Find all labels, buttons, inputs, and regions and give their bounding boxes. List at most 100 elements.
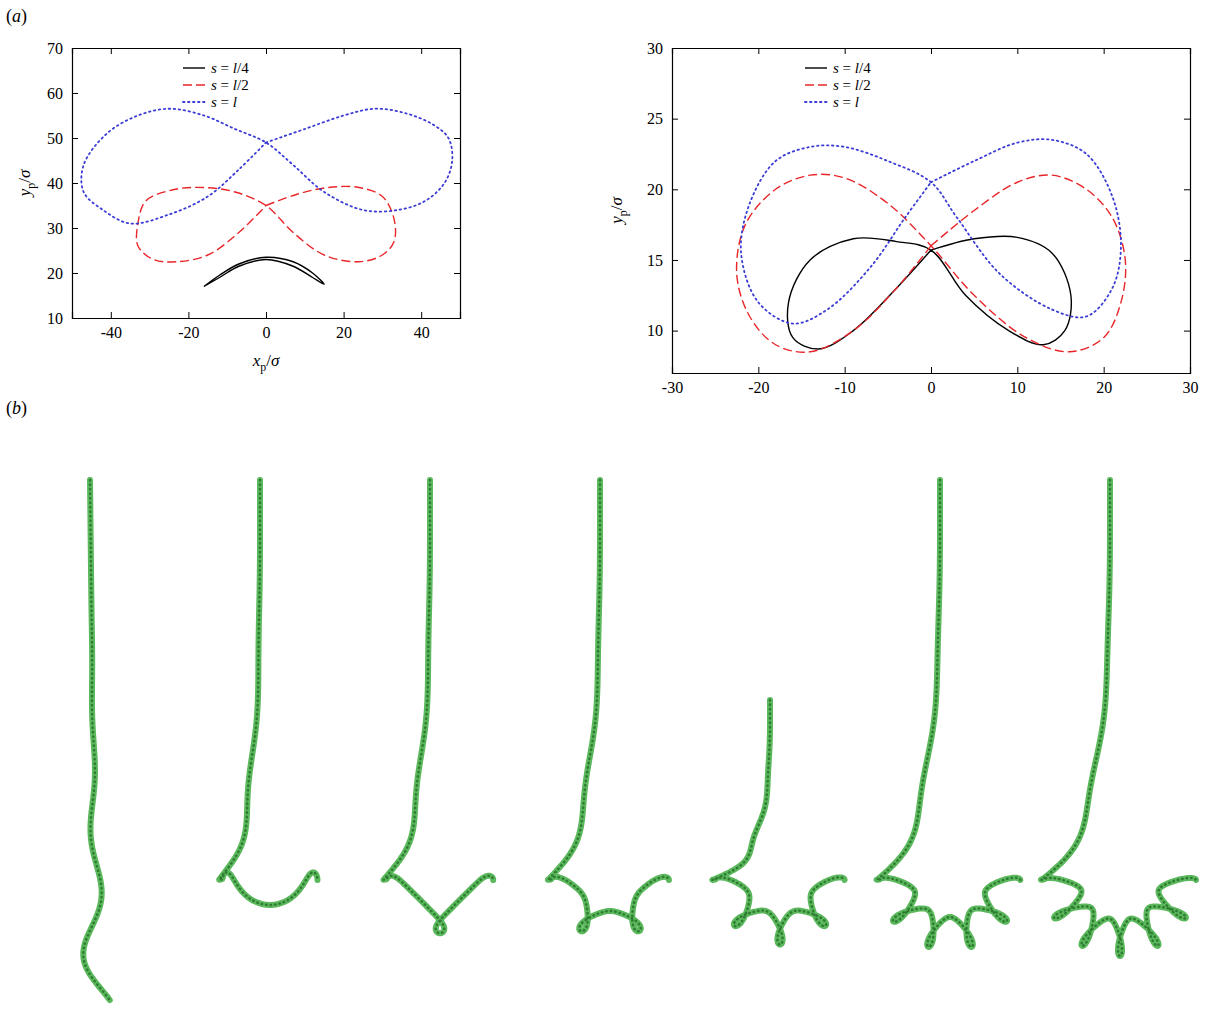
text-part: σ [15,169,34,178]
tick: 70 [47,40,78,57]
tick-mark [72,93,78,94]
tick-mark [1184,48,1190,49]
text-part: ) [21,398,27,419]
tick-mark [1184,260,1190,261]
text-part: = [221,77,229,93]
tick: 10 [47,310,78,327]
tick-mark [1184,331,1190,332]
panel-label: (a) [6,6,27,27]
tick [454,273,460,274]
tick-mark [111,48,112,54]
tick: 10 [647,322,678,339]
legend-label: s = l/2 [211,77,249,93]
tick [1184,189,1190,190]
legend-swatch [183,84,205,85]
axis-line [73,49,79,319]
text-part: = [221,60,229,76]
tick [111,48,112,54]
tick-mark [454,138,460,139]
filament-beads [219,480,317,905]
axis-title: yp/σ [607,197,630,226]
text-part: y [15,188,34,198]
axis-x-top [73,48,461,54]
tick-mark [1104,367,1105,373]
tick: 30 [47,220,78,237]
tick [1184,48,1190,49]
tick-mark [845,48,846,54]
figure: (a)(b)-40-200204010203040506070s = l/4s … [0,0,1219,1016]
tick: 30 [647,40,678,57]
legend-swatch [805,101,827,103]
tick-mark [1104,48,1105,54]
legend-label: s = l [833,94,859,110]
tick-mark [1017,367,1018,373]
text-part: ) [21,6,27,27]
axis-line [454,49,461,319]
text-part: = [221,94,229,110]
legend-label: s = l/4 [833,60,871,76]
tick-label: -20 [178,324,199,341]
axis-line [73,49,461,55]
tick-mark [672,48,678,49]
tick [1017,48,1018,54]
axis-y-left: 10 15 20 25 30 [647,40,678,374]
trajectory [204,257,324,286]
tick: 60 [47,85,78,102]
tick: 40 [47,175,78,192]
tick-mark [72,318,78,319]
tick-mark [454,273,460,274]
axis-line [673,367,1191,374]
filament [83,480,109,1000]
tick [931,48,932,54]
tick-mark [931,48,932,54]
text-part: l [855,94,859,110]
tick-mark [344,312,345,318]
tick: 10 [1010,367,1026,396]
tick-label: 20 [647,181,663,198]
tick-mark [672,331,678,332]
panel-label: (b) [6,398,27,419]
tick: 20 [647,181,678,198]
tick-label: 40 [47,175,63,192]
tick: 20 [336,312,352,341]
tick [188,48,189,54]
tick-label: 15 [647,252,663,269]
filament-beads [712,700,844,945]
tick-mark [758,48,759,54]
tick-label: 40 [414,324,430,341]
tick-mark [672,260,678,261]
tick-mark [454,93,460,94]
trajectory [81,109,452,224]
tick [454,228,460,229]
legend-swatch [805,84,827,85]
legend-swatch [805,67,827,68]
tick-mark [845,367,846,373]
text-part: = [843,94,851,110]
tick-mark [454,48,460,49]
tick-label: 25 [647,110,663,127]
tick [454,183,460,184]
tick-mark [188,48,189,54]
tick: -20 [748,367,769,396]
tick-mark [421,48,422,54]
tick-label: 20 [1096,379,1112,396]
tick: 25 [647,110,678,127]
trajectory [787,236,1071,349]
tick: -20 [178,312,199,341]
legend-label: s = l/2 [833,77,871,93]
tick-mark [672,189,678,190]
plot-area [737,139,1126,352]
axis-x-bottom: -30-20-100102030 [662,367,1199,396]
text-part: = [843,60,851,76]
tick [1184,331,1190,332]
tick: 20 [1096,367,1112,396]
tick-mark [111,312,112,318]
tick [344,48,345,54]
filament-beads [877,480,1021,947]
tick [1104,48,1105,54]
axis-title: xp/σ [252,351,280,374]
filament [712,700,844,945]
tick-label: -20 [748,379,769,396]
tick-mark [421,312,422,318]
tick-mark [266,312,267,318]
